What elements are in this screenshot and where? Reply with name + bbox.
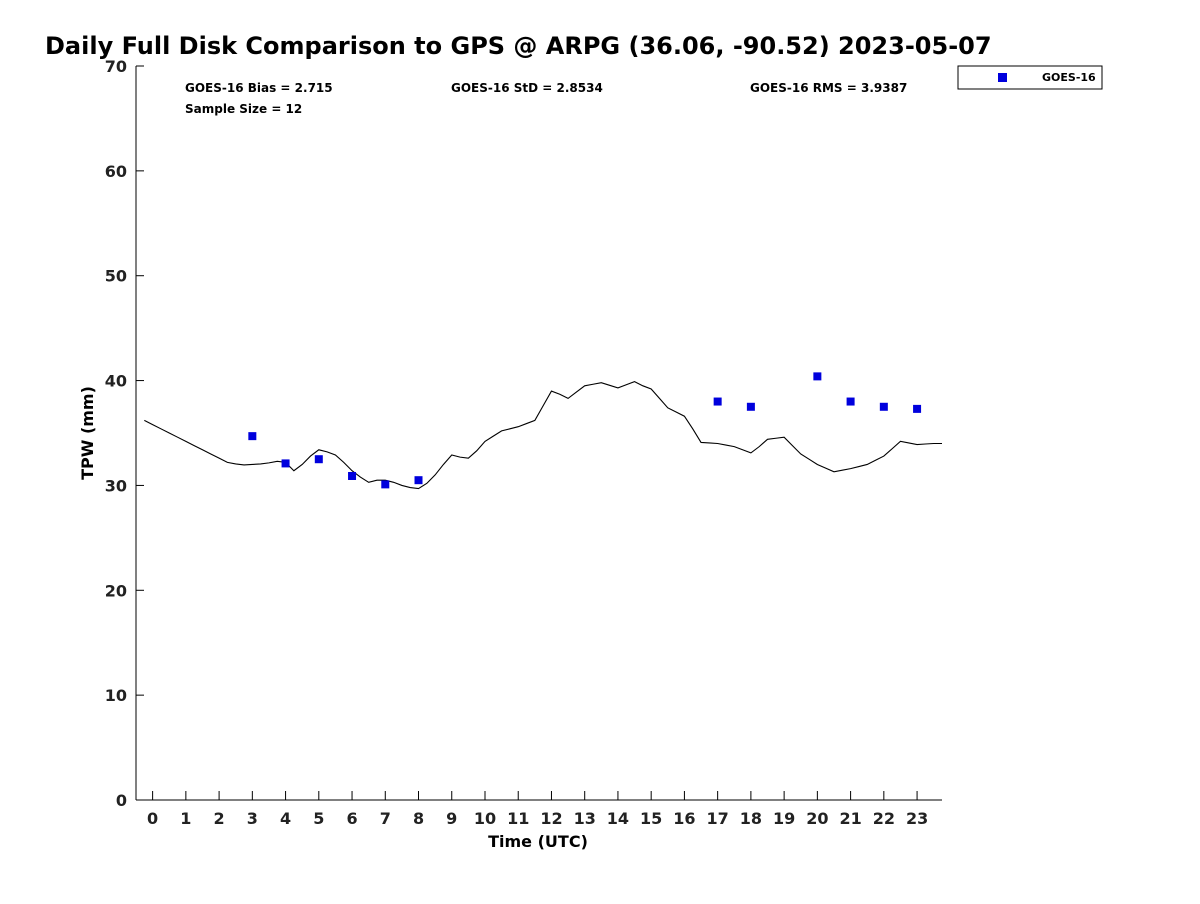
goes16-point [381, 480, 390, 489]
stat-rms: GOES-16 RMS = 3.9387 [750, 81, 907, 95]
x-tick-label: 15 [640, 809, 662, 828]
x-tick-label: 20 [806, 809, 828, 828]
y-tick-label: 20 [105, 581, 127, 600]
goes16-point [879, 402, 888, 411]
goes16-point [314, 455, 323, 464]
goes16-point [713, 397, 722, 406]
y-tick-label: 10 [105, 686, 127, 705]
goes16-point [281, 459, 290, 468]
x-tick-label: 23 [906, 809, 928, 828]
y-axis-label: TPW (mm) [78, 386, 97, 480]
stats-annotations: GOES-16 Bias = 2.715 GOES-16 StD = 2.853… [185, 81, 907, 116]
x-tick-label: 9 [446, 809, 457, 828]
goes16-point [414, 476, 423, 485]
goes16-point [913, 404, 922, 413]
goes16-point [746, 402, 755, 411]
chart-title: Daily Full Disk Comparison to GPS @ ARPG… [45, 32, 992, 60]
x-tick-label: 2 [214, 809, 225, 828]
stat-sample-size: Sample Size = 12 [185, 102, 302, 116]
x-tick-label: 5 [313, 809, 324, 828]
legend-label-goes16: GOES-16 [1042, 71, 1096, 84]
legend-marker [998, 73, 1007, 82]
x-tick-label: 4 [280, 809, 291, 828]
x-tick-label: 18 [740, 809, 762, 828]
stat-bias: GOES-16 Bias = 2.715 [185, 81, 333, 95]
x-tick-label: 6 [346, 809, 357, 828]
x-tick-label: 1 [180, 809, 191, 828]
x-tick-label: 0 [147, 809, 158, 828]
x-tick-label: 17 [707, 809, 729, 828]
goes-markers-layer [248, 372, 922, 489]
gps-line-layer [144, 381, 942, 490]
x-tick-label: 13 [574, 809, 596, 828]
x-tick-label: 19 [773, 809, 795, 828]
x-tick-label: 7 [380, 809, 391, 828]
y-tick-label: 50 [105, 267, 127, 286]
x-tick-label: 3 [247, 809, 258, 828]
legend: GOES-16 [957, 65, 1103, 90]
goes16-point [813, 372, 822, 381]
gps-line [144, 381, 942, 490]
y-tick-label: 0 [116, 791, 127, 810]
goes16-point [248, 432, 257, 441]
y-tick-label: 70 [105, 57, 127, 76]
goes16-point [348, 471, 357, 480]
x-tick-label: 21 [839, 809, 861, 828]
goes16-point [846, 397, 855, 406]
x-tick-label: 11 [507, 809, 529, 828]
x-axis-label: Time (UTC) [488, 832, 588, 851]
x-tick-label: 22 [873, 809, 895, 828]
stat-std: GOES-16 StD = 2.8534 [451, 81, 603, 95]
y-tick-label: 30 [105, 476, 127, 495]
y-tick-label: 40 [105, 372, 127, 391]
y-tick-label: 60 [105, 162, 127, 181]
legend-box [957, 65, 1103, 90]
x-tick-label: 16 [673, 809, 695, 828]
x-tick-label: 10 [474, 809, 496, 828]
x-tick-label: 14 [607, 809, 629, 828]
x-tick-label: 8 [413, 809, 424, 828]
x-tick-label: 12 [540, 809, 562, 828]
